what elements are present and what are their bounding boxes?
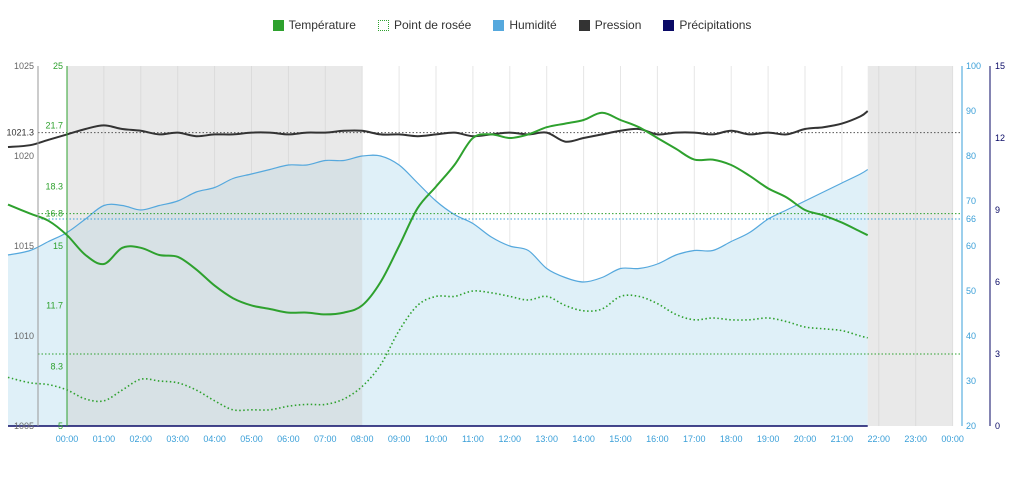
legend-swatch-precipitation xyxy=(663,19,675,31)
x-tick-label: 14:00 xyxy=(572,434,595,444)
chart-legend: Température Point de rosée Humidité Pres… xyxy=(0,18,1024,32)
series-line-temperature xyxy=(7,111,869,316)
x-tick-label: 11:00 xyxy=(462,434,484,444)
temperature-tick-label: 21.7 xyxy=(45,120,63,130)
x-tick-label: 16:00 xyxy=(646,434,669,444)
precipitation-tick-label: 12 xyxy=(995,133,1005,143)
series-line-humidity xyxy=(7,154,869,283)
precipitation-tick-label: 6 xyxy=(995,277,1000,287)
temperature-tick-label: 25 xyxy=(53,61,63,71)
x-tick-label: 03:00 xyxy=(166,434,189,444)
temperature-tick-label: 8.3 xyxy=(50,362,63,372)
night-shading-band xyxy=(67,66,363,426)
legend-item-dew-point[interactable]: Point de rosée xyxy=(377,18,472,32)
x-tick-label: 05:00 xyxy=(240,434,263,444)
humidity-tick-label: 90 xyxy=(966,106,976,116)
pressure-tick-label: 1025 xyxy=(14,61,34,71)
legend-label-temperature: Température xyxy=(288,18,356,32)
legend-label-dew-point: Point de rosée xyxy=(393,18,472,32)
humidity-tick-label: 60 xyxy=(966,241,976,251)
series-line-pressure xyxy=(7,110,869,148)
x-tick-label: 07:00 xyxy=(314,434,337,444)
x-tick-label: 22:00 xyxy=(868,434,891,444)
night-shading-band xyxy=(867,66,953,426)
temperature-tick-label: 15 xyxy=(53,241,63,251)
pressure-tick-label: 1010 xyxy=(14,331,34,341)
humidity-tick-label: 50 xyxy=(966,286,976,296)
temperature-tick-label: 11.7 xyxy=(46,300,63,310)
humidity-tick-label: 30 xyxy=(966,376,976,386)
series-line-dew-point xyxy=(7,290,868,412)
x-tick-label: 06:00 xyxy=(277,434,300,444)
humidity-tick-label: 70 xyxy=(966,196,976,206)
x-tick-label: 00:00 xyxy=(56,434,79,444)
x-tick-label: 00:00 xyxy=(941,434,964,444)
x-tick-label: 19:00 xyxy=(757,434,780,444)
precipitation-tick-label: 3 xyxy=(995,349,1000,359)
pressure-tick-label: 1020 xyxy=(14,151,34,161)
legend-label-humidity: Humidité xyxy=(509,18,557,32)
x-tick-label: 13:00 xyxy=(535,434,558,444)
legend-item-pressure[interactable]: Pression xyxy=(578,18,642,32)
humidity-reference-label: 66 xyxy=(966,214,976,224)
legend-item-temperature[interactable]: Température xyxy=(272,18,356,32)
temperature-tick-label: 18.3 xyxy=(45,182,63,192)
humidity-area xyxy=(8,155,868,427)
legend-swatch-temperature xyxy=(272,19,284,31)
x-tick-label: 15:00 xyxy=(609,434,632,444)
legend-swatch-pressure xyxy=(578,19,590,31)
legend-label-pressure: Pression xyxy=(594,18,642,32)
x-tick-label: 21:00 xyxy=(831,434,854,444)
x-tick-label: 10:00 xyxy=(425,434,448,444)
precipitation-tick-label: 9 xyxy=(995,205,1000,215)
temperature-reference-label: 16.8 xyxy=(45,209,63,219)
humidity-tick-label: 80 xyxy=(966,151,976,161)
pressure-tick-label: 1015 xyxy=(14,241,34,251)
x-tick-label: 23:00 xyxy=(904,434,927,444)
x-tick-label: 18:00 xyxy=(720,434,743,444)
x-tick-label: 02:00 xyxy=(130,434,153,444)
x-tick-label: 08:00 xyxy=(351,434,374,444)
legend-item-precipitation[interactable]: Précipitations xyxy=(663,18,751,32)
x-tick-label: 17:00 xyxy=(683,434,706,444)
x-tick-label: 20:00 xyxy=(794,434,817,444)
humidity-tick-label: 20 xyxy=(966,421,976,431)
x-tick-label: 01:00 xyxy=(93,434,116,444)
pressure-tick-label: 1005 xyxy=(14,421,34,431)
x-tick-label: 09:00 xyxy=(388,434,411,444)
precipitation-tick-label: 15 xyxy=(995,61,1005,71)
precipitation-tick-label: 0 xyxy=(995,421,1000,431)
legend-swatch-dew-point xyxy=(377,19,389,31)
legend-swatch-humidity xyxy=(493,19,505,31)
humidity-tick-label: 100 xyxy=(966,61,981,71)
humidity-tick-label: 40 xyxy=(966,331,976,341)
pressure-reference-label: 1021.3 xyxy=(6,128,34,138)
legend-label-precipitation: Précipitations xyxy=(679,18,752,32)
temperature-tick-label: 5 xyxy=(58,421,63,431)
x-tick-label: 04:00 xyxy=(203,434,226,444)
legend-item-humidity[interactable]: Humidité xyxy=(493,18,557,32)
x-tick-label: 12:00 xyxy=(499,434,522,444)
